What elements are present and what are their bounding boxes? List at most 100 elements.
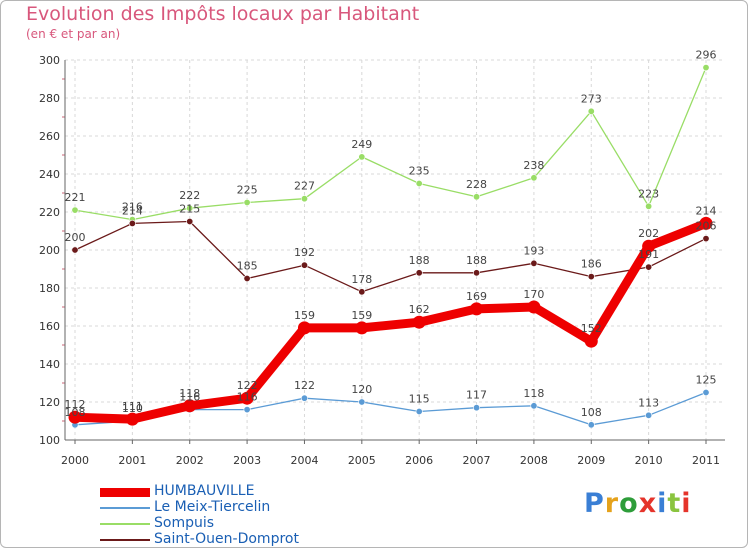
data-label-le-meix-tiercelin: 117 xyxy=(466,389,487,402)
data-label-le-meix-tiercelin: 116 xyxy=(179,391,200,404)
legend-swatch xyxy=(100,507,150,509)
data-point-sompuis xyxy=(186,204,194,212)
legend-label: Sompuis xyxy=(154,515,215,531)
data-point-saint-ouen-domprot xyxy=(645,263,653,271)
data-point-saint-ouen-domprot xyxy=(71,246,79,254)
data-label-le-meix-tiercelin: 108 xyxy=(581,406,602,419)
data-point-saint-ouen-domprot xyxy=(243,274,251,282)
data-point-humbauville xyxy=(470,302,484,316)
logo-letter: o xyxy=(619,488,639,519)
data-label-sompuis: 223 xyxy=(638,187,659,200)
data-point-humbauville xyxy=(297,321,311,335)
y-tick-label: 140 xyxy=(39,358,60,371)
data-point-saint-ouen-domprot xyxy=(473,269,481,277)
data-point-saint-ouen-domprot xyxy=(186,218,194,226)
data-label-humbauville: 112 xyxy=(65,398,86,411)
data-label-le-meix-tiercelin: 118 xyxy=(523,387,544,400)
line-chart: 100 120 140 160 180 200 220 240 260 280 300 2000 200… xyxy=(39,49,725,467)
data-point-saint-ouen-domprot xyxy=(415,269,423,277)
data-label-saint-ouen-domprot: 192 xyxy=(294,246,315,259)
logo-letter: x xyxy=(638,488,658,519)
data-label-saint-ouen-domprot: 186 xyxy=(581,258,602,271)
x-tick-label: 2005 xyxy=(348,454,376,467)
data-point-humbauville xyxy=(527,300,541,314)
data-label-saint-ouen-domprot: 214 xyxy=(122,204,143,217)
data-point-le-meix-tiercelin xyxy=(702,388,710,396)
data-label-humbauville: 159 xyxy=(294,309,315,322)
y-tick-label: 260 xyxy=(39,130,60,143)
x-tick-label: 2010 xyxy=(635,454,663,467)
data-label-le-meix-tiercelin: 113 xyxy=(638,396,659,409)
y-tick-label: 120 xyxy=(39,396,60,409)
x-tick-label: 2011 xyxy=(692,454,720,467)
data-point-saint-ouen-domprot xyxy=(702,235,710,243)
data-point-saint-ouen-domprot xyxy=(300,261,308,269)
data-point-sompuis xyxy=(473,193,481,201)
data-point-humbauville xyxy=(68,410,82,424)
x-tick-label: 2001 xyxy=(118,454,146,467)
data-label-le-meix-tiercelin: 120 xyxy=(351,383,372,396)
data-label-saint-ouen-domprot: 188 xyxy=(466,254,487,267)
data-point-le-meix-tiercelin xyxy=(645,411,653,419)
x-tick-label: 2004 xyxy=(290,454,318,467)
y-tick-label: 100 xyxy=(39,434,60,447)
data-label-saint-ouen-domprot: 191 xyxy=(638,248,659,261)
data-label-sompuis: 221 xyxy=(65,191,86,204)
legend-swatch xyxy=(100,523,150,525)
data-label-humbauville: 118 xyxy=(179,387,200,400)
legend-label: Le Meix-Tiercelin xyxy=(154,499,271,515)
data-point-le-meix-tiercelin xyxy=(530,402,538,410)
data-label-saint-ouen-domprot: 178 xyxy=(351,273,372,286)
data-point-humbauville xyxy=(125,412,139,426)
data-point-le-meix-tiercelin xyxy=(473,404,481,412)
data-point-sompuis xyxy=(71,206,79,214)
data-label-sompuis: 225 xyxy=(237,184,258,197)
data-label-sompuis: 235 xyxy=(409,165,430,178)
data-label-humbauville: 214 xyxy=(696,204,717,217)
proxiti-logo: Proxiti xyxy=(584,488,692,519)
data-point-humbauville xyxy=(699,216,713,230)
y-tick-label: 220 xyxy=(39,206,60,219)
data-label-humbauville: 152 xyxy=(581,322,602,335)
data-label-le-meix-tiercelin: 116 xyxy=(237,391,258,404)
data-label-saint-ouen-domprot: 193 xyxy=(523,244,544,257)
data-label-humbauville: 111 xyxy=(122,400,143,413)
data-label-humbauville: 169 xyxy=(466,290,487,303)
data-point-sompuis xyxy=(530,174,538,182)
data-point-sompuis xyxy=(645,202,653,210)
y-tick-label: 200 xyxy=(39,244,60,257)
data-label-sompuis: 249 xyxy=(351,138,372,151)
data-point-humbauville xyxy=(412,315,426,329)
y-tick-label: 160 xyxy=(39,320,60,333)
data-label-humbauville: 122 xyxy=(237,379,258,392)
data-label-le-meix-tiercelin: 108 xyxy=(65,406,86,419)
data-point-saint-ouen-domprot xyxy=(128,219,136,227)
data-point-le-meix-tiercelin xyxy=(358,398,366,406)
data-label-saint-ouen-domprot: 188 xyxy=(409,254,430,267)
data-label-saint-ouen-domprot: 215 xyxy=(179,203,200,216)
data-point-sompuis xyxy=(243,199,251,207)
x-tick-label: 2006 xyxy=(405,454,433,467)
x-tick-label: 2007 xyxy=(463,454,491,467)
data-label-sompuis: 273 xyxy=(581,92,602,105)
data-label-le-meix-tiercelin: 125 xyxy=(696,374,717,387)
x-tick-label: 2009 xyxy=(577,454,605,467)
data-point-sompuis xyxy=(300,195,308,203)
data-label-humbauville: 162 xyxy=(409,303,430,316)
data-label-le-meix-tiercelin: 110 xyxy=(122,402,143,415)
logo-letter: i xyxy=(681,488,692,519)
legend-label: Saint-Ouen-Domprot xyxy=(154,531,299,547)
y-tick-label: 180 xyxy=(39,282,60,295)
data-label-saint-ouen-domprot: 185 xyxy=(237,260,258,273)
y-tick-label: 300 xyxy=(39,54,60,67)
data-label-sompuis: 228 xyxy=(466,178,487,191)
legend-swatch xyxy=(100,487,150,497)
logo-letter: r xyxy=(604,488,620,519)
data-label-saint-ouen-domprot: 206 xyxy=(696,220,717,233)
logo-letter: i xyxy=(657,488,668,519)
data-point-sompuis xyxy=(587,107,595,115)
data-label-humbauville: 159 xyxy=(351,309,372,322)
x-tick-label: 2000 xyxy=(61,454,89,467)
x-tick-label: 2003 xyxy=(233,454,261,467)
